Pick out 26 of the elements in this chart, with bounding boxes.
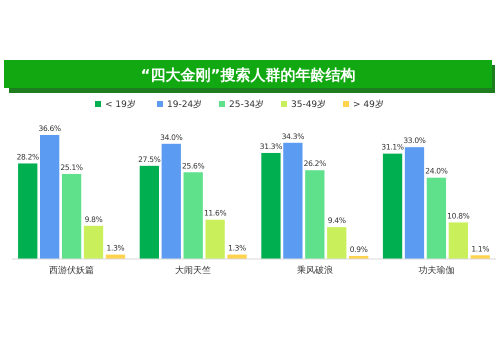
bar: [448, 222, 468, 259]
x-tick-label: 功夫瑜伽: [418, 265, 454, 276]
bar: [18, 163, 38, 259]
legend-label: 25-34岁: [229, 99, 264, 110]
legend-label: 19-24岁: [167, 99, 202, 110]
bar: [305, 170, 324, 259]
legend-label: 35-49岁: [291, 99, 326, 110]
bar: [162, 144, 181, 259]
bar: [283, 142, 303, 259]
bar: [140, 166, 159, 259]
bar: [40, 135, 60, 259]
bar: [84, 226, 104, 259]
bar: [62, 174, 82, 259]
bar: [382, 154, 402, 259]
x-tick-label: 大闹天竺: [175, 265, 212, 276]
bar: [205, 220, 225, 259]
legend-label: < 19岁: [105, 99, 136, 110]
bar: [327, 227, 346, 259]
legend-label: > 49岁: [353, 99, 384, 110]
chart-title: “四大金刚”搜索人群的年龄结构: [140, 66, 356, 84]
bar: [404, 147, 424, 259]
bar: [184, 172, 203, 259]
bar: [261, 152, 281, 259]
bar: [426, 178, 446, 259]
x-tick-label: 乘风破浪: [296, 265, 333, 276]
x-tick-label: 西游伏妖篇: [49, 265, 94, 276]
